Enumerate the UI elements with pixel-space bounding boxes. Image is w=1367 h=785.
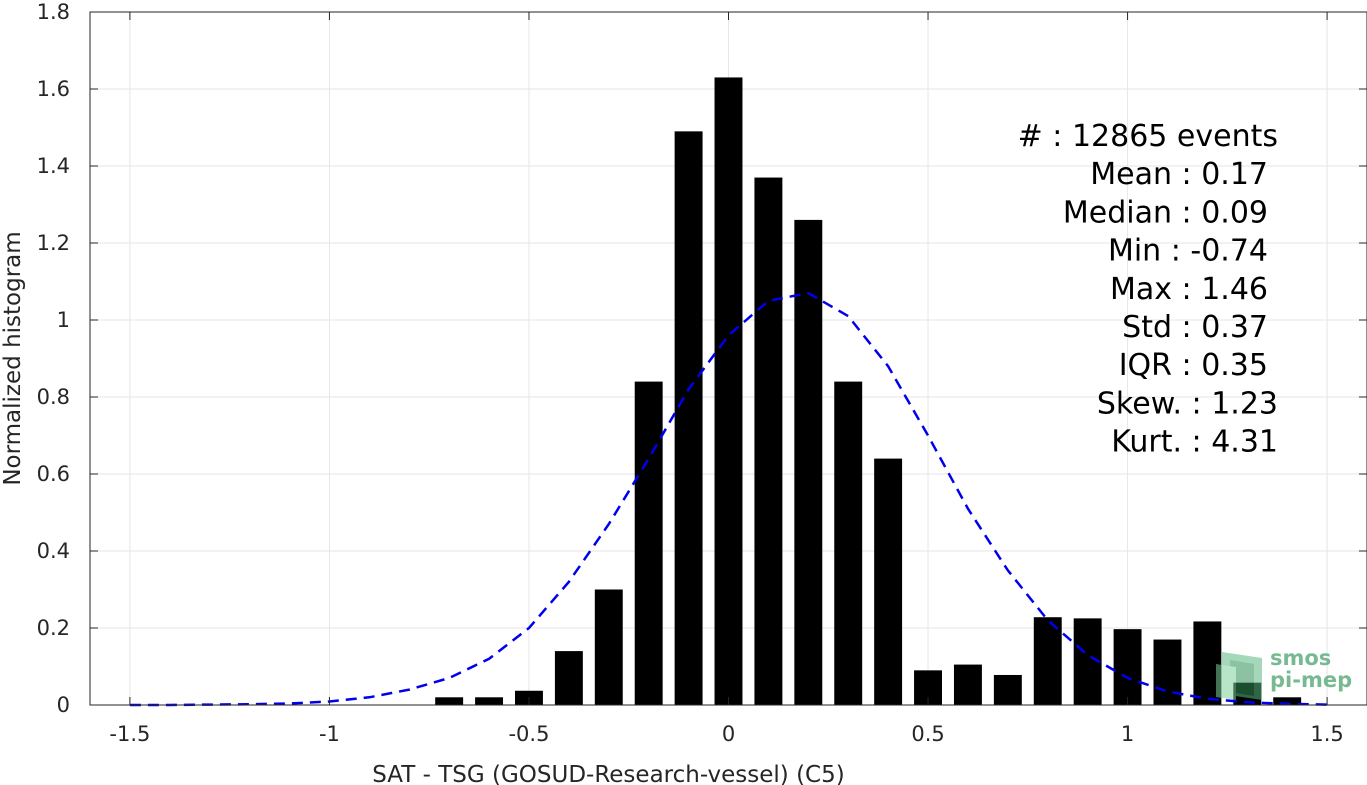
y-tick-label: 0.6 bbox=[37, 462, 70, 486]
stat-line: # : 12865 events bbox=[1018, 119, 1278, 154]
bar bbox=[634, 381, 663, 705]
x-tick-label: -0.5 bbox=[508, 722, 549, 746]
x-tick-label: 0 bbox=[722, 722, 735, 746]
x-tick-label: 1.5 bbox=[1310, 722, 1343, 746]
x-tick-label: 1 bbox=[1121, 722, 1134, 746]
x-tick-label: 0.5 bbox=[911, 722, 944, 746]
bar bbox=[874, 458, 903, 705]
bar bbox=[794, 219, 823, 705]
y-tick-label: 0.8 bbox=[37, 385, 70, 409]
stat-line: Mean : 0.17 bbox=[1090, 157, 1268, 192]
y-tick-label: 1.8 bbox=[37, 0, 70, 24]
bar bbox=[594, 589, 623, 705]
bar bbox=[834, 381, 863, 705]
y-tick-label: 1.2 bbox=[37, 231, 70, 255]
logo-text-line1: smos bbox=[1270, 646, 1331, 670]
x-axis-ticks: -1.5 -1 -0.5 0 0.5 1 1.5 bbox=[109, 12, 1344, 746]
stat-line: Kurt. : 4.31 bbox=[1111, 425, 1278, 460]
y-tick-label: 1 bbox=[57, 308, 70, 332]
y-tick-label: 0 bbox=[57, 693, 70, 717]
bar bbox=[554, 651, 583, 705]
bar bbox=[435, 697, 464, 705]
y-axis-label: Normalized histogram bbox=[0, 231, 26, 485]
y-tick-label: 0.4 bbox=[37, 539, 70, 563]
stat-line: Median : 0.09 bbox=[1063, 195, 1268, 230]
x-tick-label: -1 bbox=[319, 722, 340, 746]
y-tick-label: 1.6 bbox=[37, 77, 70, 101]
stat-line: IQR : 0.35 bbox=[1119, 348, 1268, 383]
y-tick-label: 0.2 bbox=[37, 616, 70, 640]
y-tick-label: 1.4 bbox=[37, 154, 70, 178]
bar bbox=[1273, 697, 1302, 705]
bar bbox=[1113, 629, 1142, 705]
histogram-bars bbox=[435, 77, 1302, 706]
bar bbox=[1033, 617, 1062, 705]
stat-line: Min : -0.74 bbox=[1108, 234, 1268, 269]
stat-line: Skew. : 1.23 bbox=[1097, 386, 1278, 421]
stat-line: Max : 1.46 bbox=[1110, 272, 1268, 307]
x-tick-label: -1.5 bbox=[109, 722, 150, 746]
bar bbox=[714, 77, 743, 705]
bar bbox=[475, 697, 504, 705]
bar bbox=[674, 131, 703, 706]
bar bbox=[754, 177, 783, 706]
smos-pi-mep-logo: smos pi-mep bbox=[1216, 646, 1352, 700]
stat-line: Std : 0.37 bbox=[1122, 310, 1268, 345]
bar bbox=[993, 674, 1022, 705]
bar bbox=[953, 664, 982, 705]
bar bbox=[1153, 639, 1182, 705]
logo-mark-icon bbox=[1216, 652, 1262, 700]
x-axis-label: SAT - TSG (GOSUD-Research-vessel) (C5) bbox=[372, 762, 844, 785]
logo-text-line2: pi-mep bbox=[1270, 668, 1352, 692]
y-axis-ticks: 0 0.2 0.4 0.6 0.8 1 1.2 1.4 1.6 1.8 bbox=[37, 0, 1367, 717]
